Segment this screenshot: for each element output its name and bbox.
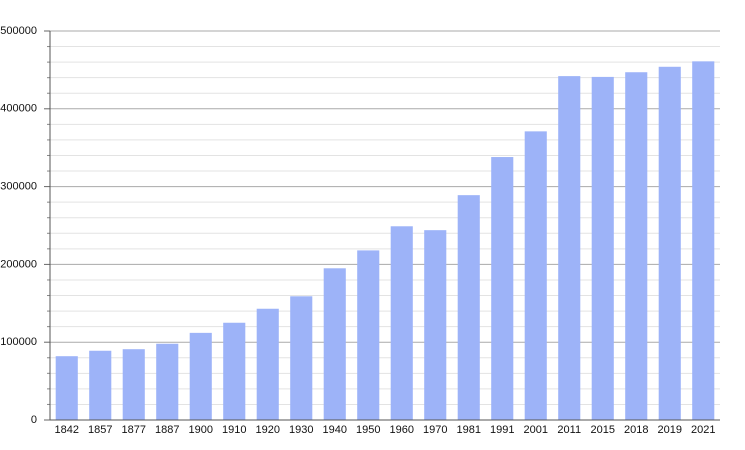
bar [390, 226, 413, 420]
x-tick-label: 1887 [155, 424, 179, 436]
bar [457, 195, 480, 420]
bar [55, 356, 78, 420]
x-tick-label: 1950 [356, 424, 380, 436]
x-tick-label: 2021 [691, 424, 715, 436]
bar [189, 332, 212, 420]
bar [256, 308, 279, 420]
bar [323, 268, 346, 420]
bar [424, 230, 447, 420]
bar [524, 131, 547, 420]
bar [625, 72, 648, 420]
x-tick-label: 2018 [624, 424, 648, 436]
x-tick-label: 1981 [457, 424, 481, 436]
bar [491, 157, 514, 420]
y-tick-label: 500000 [0, 25, 37, 37]
bar [290, 296, 313, 420]
x-tick-label: 1857 [88, 424, 112, 436]
bar [156, 343, 179, 420]
y-tick-label: 200000 [0, 258, 37, 270]
x-tick-label: 2015 [591, 424, 615, 436]
x-tick-label: 1877 [122, 424, 146, 436]
bar [591, 76, 614, 420]
x-tick-label: 1920 [256, 424, 280, 436]
x-tick-label: 1991 [490, 424, 514, 436]
bar [658, 66, 681, 421]
bar [122, 349, 145, 420]
x-tick-label: 2011 [557, 424, 581, 436]
y-tick-label: 0 [31, 414, 37, 426]
bar [357, 250, 380, 420]
y-tick-label: 100000 [0, 336, 37, 348]
x-tick-label: 2001 [524, 424, 548, 436]
bar [223, 322, 246, 420]
y-tick-label: 300000 [0, 181, 37, 193]
bar [692, 61, 715, 420]
x-tick-label: 1910 [222, 424, 246, 436]
bar [558, 76, 581, 421]
x-tick-label: 1970 [423, 424, 447, 436]
x-tick-label: 2019 [658, 424, 682, 436]
x-tick-label: 1930 [289, 424, 313, 436]
x-tick-label: 1842 [55, 424, 79, 436]
y-tick-label: 400000 [0, 103, 37, 115]
bar [89, 350, 112, 420]
x-tick-label: 1900 [189, 424, 213, 436]
x-tick-label: 1960 [390, 424, 414, 436]
x-tick-label: 1940 [323, 424, 347, 436]
